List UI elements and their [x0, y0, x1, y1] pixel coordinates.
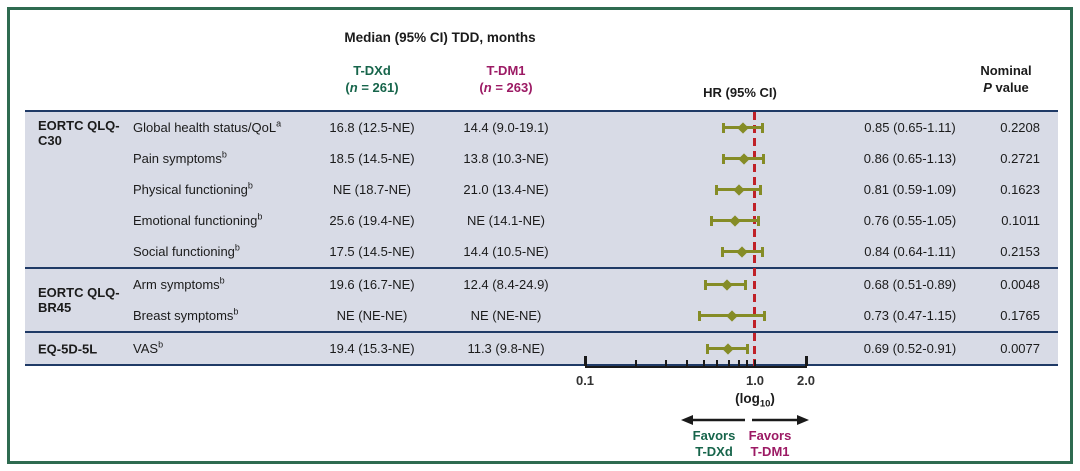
- tdm1-median-value: NE (NE-NE): [470, 308, 542, 323]
- scale-name: EQ-5D-5L: [38, 341, 98, 356]
- tdm1-median-value: 13.8 (10.3-NE): [463, 151, 549, 166]
- p-value: 0.0048: [1000, 277, 1040, 292]
- axis-minor-tick: [737, 360, 740, 366]
- endpoint-label: VASb: [133, 339, 164, 356]
- tdxd-median-value: 17.5 (14.5-NE): [329, 244, 415, 259]
- x-axis: [585, 366, 807, 368]
- endpoint-label: Social functioningb: [133, 242, 240, 259]
- column-header-pvalue: Nominal P value: [980, 63, 1032, 95]
- p-value: 0.2208: [1000, 120, 1040, 135]
- tdm1-name: T-DM1: [486, 63, 526, 78]
- column-header-tdxd: T-DXd (n = 261): [302, 62, 442, 96]
- tdm1-median-value: 12.4 (8.4-24.9): [463, 277, 549, 292]
- tdxd-name: T-DXd: [353, 63, 391, 78]
- figure-frame: [7, 7, 1073, 464]
- hr-ci-value: 0.73 (0.47-1.15): [863, 308, 957, 323]
- tdm1-median-value: 14.4 (10.5-NE): [463, 244, 549, 259]
- tdxd-median-value: 19.4 (15.3-NE): [329, 341, 415, 356]
- endpoint-label: Pain symptomsb: [133, 149, 227, 166]
- endpoint-label: Arm symptomsb: [133, 275, 225, 292]
- favors-tdm1-label: Favors T-DM1: [748, 428, 792, 459]
- scale-name: EORTC QLQ-C30: [38, 118, 120, 148]
- table-section: EORTC QLQ-C30 Global health status/QoLa 16…: [25, 112, 1058, 267]
- tdm1-median-value: 14.4 (9.0-19.1): [463, 120, 549, 135]
- table-row: Social functioningb 17.5 (14.5-NE) 14.4 (1…: [25, 236, 1058, 267]
- column-header-hr: HR (95% CI): [703, 85, 777, 100]
- hr-ci-value: 0.85 (0.65-1.11): [864, 120, 956, 135]
- tdxd-median-value: 16.8 (12.5-NE): [329, 120, 415, 135]
- tdm1-median-value: 11.3 (9.8-NE): [467, 341, 545, 356]
- axis-minor-tick: [746, 360, 749, 366]
- table-row: Pain symptomsb 18.5 (14.5-NE) 13.8 (10.3-N…: [25, 143, 1058, 174]
- table-row: Breast symptomsb NE (NE-NE) NE (NE-NE) 0.73…: [25, 300, 1058, 331]
- tdm1-median-value: NE (14.1-NE): [466, 213, 546, 228]
- tdxd-median-value: NE (NE-NE): [336, 308, 408, 323]
- results-table: EORTC QLQ-C30 Global health status/QoLa 16…: [25, 110, 1058, 366]
- axis-end-tick: [804, 356, 808, 366]
- p-value: 0.2153: [1000, 244, 1040, 259]
- scale-name: EORTC QLQ-BR45: [38, 285, 120, 315]
- hr-ci-value: 0.76 (0.55-1.05): [863, 213, 957, 228]
- axis-minor-tick: [754, 360, 756, 366]
- tdm1-median-value: 21.0 (13.4-NE): [463, 182, 549, 197]
- figure-title: Median (95% CI) TDD, months: [344, 30, 536, 45]
- p-value: 0.0077: [1000, 341, 1040, 356]
- endpoint-label: Emotional functioningb: [133, 211, 263, 228]
- table-row: Emotional functioningb 25.6 (19.4-NE) NE (…: [25, 205, 1058, 236]
- favors-tdxd-label: Favors T-DXd: [692, 428, 736, 459]
- endpoint-label: Global health status/QoLa: [133, 118, 282, 135]
- p-value: 0.2721: [1000, 151, 1040, 166]
- endpoint-label: Breast symptomsb: [133, 306, 239, 323]
- hr-ci-value: 0.68 (0.51-0.89): [863, 277, 957, 292]
- axis-minor-tick: [635, 360, 638, 366]
- table-row: Arm symptomsb 19.6 (16.7-NE) 12.4 (8.4-24.…: [25, 269, 1058, 300]
- hr-ci-value: 0.81 (0.59-1.09): [863, 182, 957, 197]
- tdm1-n: (n = 263): [479, 80, 533, 95]
- hr-ci-value: 0.69 (0.52-0.91): [863, 341, 957, 356]
- favors-arrows-icon: [681, 415, 809, 425]
- p-value: 0.1011: [1001, 213, 1040, 228]
- table-section: EORTC QLQ-BR45 Arm symptomsb 19.6 (16.7-NE…: [25, 267, 1058, 331]
- tdxd-n: (n = 261): [345, 80, 399, 95]
- axis-minor-tick: [716, 360, 719, 366]
- tdxd-median-value: NE (18.7-NE): [332, 182, 412, 197]
- hr-ci-value: 0.86 (0.65-1.13): [863, 151, 957, 166]
- tdxd-median-value: 19.6 (16.7-NE): [329, 277, 415, 292]
- table-row: Physical functioningb NE (18.7-NE) 21.0 (1…: [25, 174, 1058, 205]
- tdxd-median-value: 18.5 (14.5-NE): [329, 151, 415, 166]
- table-row: VASb 19.4 (15.3-NE) 11.3 (9.8-NE) 0.69 (0.5…: [25, 333, 1058, 364]
- axis-end-tick: [583, 356, 587, 366]
- table-row: Global health status/QoLa 16.8 (12.5-NE) 1…: [25, 112, 1058, 143]
- column-header-tdm1: T-DM1 (n = 263): [436, 62, 576, 96]
- axis-minor-tick: [686, 360, 689, 366]
- endpoint-label: Physical functioningb: [133, 180, 253, 197]
- axis-minor-tick: [665, 360, 668, 366]
- p-value: 0.1623: [1000, 182, 1040, 197]
- hr-ci-value: 0.84 (0.64-1.11): [864, 244, 956, 259]
- axis-tick-label-2.0: 2.0: [796, 373, 816, 388]
- tdxd-median-value: 25.6 (19.4-NE): [329, 213, 415, 228]
- p-value: 0.1765: [1000, 308, 1040, 323]
- axis-tick-label-0.1: 0.1: [575, 373, 595, 388]
- axis-minor-tick: [702, 360, 705, 366]
- axis-scale-note: (log10): [735, 391, 775, 410]
- table-section: EQ-5D-5L VASb 19.4 (15.3-NE) 11.3 (9.8-NE) 0…: [25, 331, 1058, 364]
- axis-minor-tick: [727, 360, 730, 366]
- axis-tick-label-1.0: 1.0: [745, 373, 765, 388]
